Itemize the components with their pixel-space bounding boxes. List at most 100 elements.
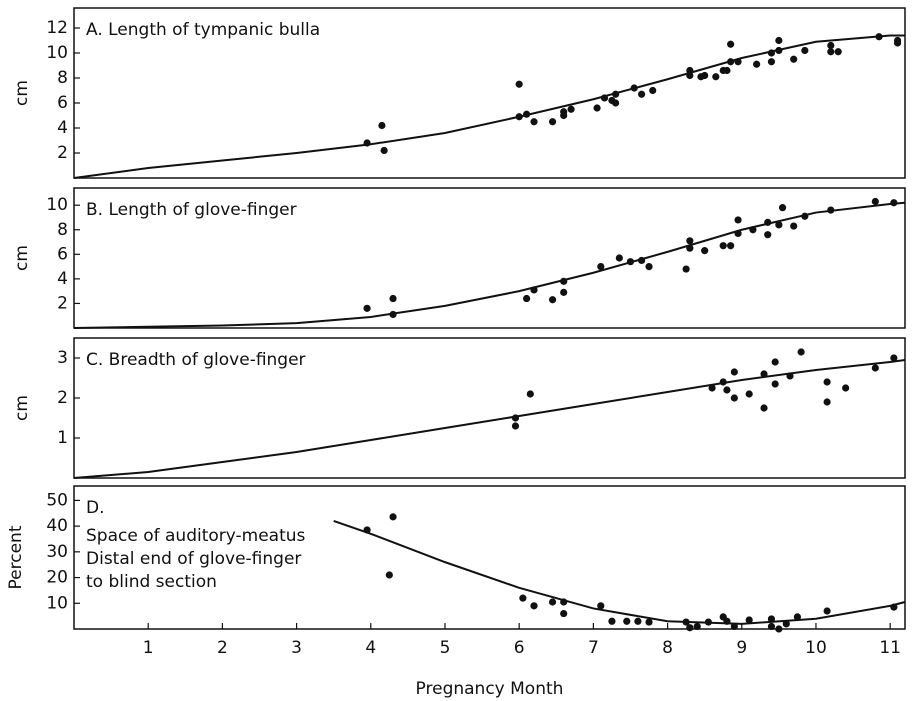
panel-title: C. Breadth of glove-finger xyxy=(86,350,306,370)
data-point xyxy=(389,295,396,302)
data-point xyxy=(516,81,523,88)
data-point xyxy=(616,254,623,261)
data-point xyxy=(694,623,701,630)
data-point xyxy=(823,607,830,614)
data-point xyxy=(764,231,771,238)
data-point xyxy=(723,67,730,74)
data-point xyxy=(798,348,805,355)
data-point xyxy=(560,289,567,296)
data-point xyxy=(612,99,619,106)
data-point xyxy=(723,386,730,393)
data-point xyxy=(772,380,779,387)
data-point xyxy=(686,624,693,631)
data-point xyxy=(686,237,693,244)
y-tick-label: 10 xyxy=(46,43,68,63)
x-tick-label: 2 xyxy=(217,638,228,658)
y-tick-label: 40 xyxy=(46,516,68,536)
y-tick-label: 10 xyxy=(46,195,68,215)
data-point xyxy=(381,147,388,154)
data-point xyxy=(712,73,719,80)
data-point xyxy=(386,571,393,578)
data-point xyxy=(593,104,600,111)
data-point xyxy=(623,618,630,625)
data-point xyxy=(519,595,526,602)
data-point xyxy=(775,37,782,44)
data-point xyxy=(683,265,690,272)
x-tick-label: 11 xyxy=(879,638,901,658)
fit-curve xyxy=(74,203,905,328)
x-tick-label: 5 xyxy=(440,638,451,658)
x-tick-label: 4 xyxy=(365,638,376,658)
data-point xyxy=(378,122,385,129)
data-point xyxy=(512,422,519,429)
data-point xyxy=(568,106,575,113)
annotation: Distal end of glove-finger xyxy=(86,549,301,569)
data-point xyxy=(790,56,797,63)
data-point xyxy=(634,618,641,625)
data-point xyxy=(527,390,534,397)
y-tick-label: 1 xyxy=(57,428,68,448)
data-point xyxy=(768,58,775,65)
data-point xyxy=(827,48,834,55)
y-tick-label: 2 xyxy=(57,143,68,163)
y-tick-label: 30 xyxy=(46,542,68,562)
data-point xyxy=(760,404,767,411)
y-tick-label: 6 xyxy=(57,244,68,264)
panel-title: B. Length of glove-finger xyxy=(86,200,297,220)
y-tick-label: 2 xyxy=(57,293,68,313)
data-point xyxy=(720,242,727,249)
x-tick-label: 9 xyxy=(736,638,747,658)
data-point xyxy=(823,398,830,405)
data-point xyxy=(753,61,760,68)
figure: 24681012cmA. Length of tympanic bulla246… xyxy=(0,0,918,701)
y-tick-label: 10 xyxy=(46,593,68,613)
data-point xyxy=(363,305,370,312)
data-point xyxy=(775,625,782,632)
y-tick-label: 12 xyxy=(46,18,68,38)
data-point xyxy=(560,112,567,119)
annotation: Space of auditory-meatus xyxy=(86,526,306,546)
data-point xyxy=(727,41,734,48)
data-point xyxy=(530,602,537,609)
data-point xyxy=(827,42,834,49)
y-axis-label: Percent xyxy=(6,525,26,589)
data-point xyxy=(823,378,830,385)
x-tick-label: 10 xyxy=(805,638,827,658)
panel-title: D. xyxy=(86,498,105,518)
y-tick-label: 4 xyxy=(57,118,68,138)
x-axis-label: Pregnancy Month xyxy=(416,679,564,699)
y-tick-label: 50 xyxy=(46,490,68,510)
y-axis-label: cm xyxy=(12,80,32,106)
x-tick-label: 1 xyxy=(143,638,154,658)
data-point xyxy=(872,198,879,205)
data-point xyxy=(645,263,652,270)
x-tick-label: 6 xyxy=(514,638,525,658)
data-point xyxy=(549,118,556,125)
data-point xyxy=(389,513,396,520)
x-tick-label: 7 xyxy=(588,638,599,658)
data-point xyxy=(894,37,901,44)
y-tick-label: 6 xyxy=(57,93,68,113)
fit-curve xyxy=(74,36,905,179)
data-point xyxy=(530,118,537,125)
panel-title: A. Length of tympanic bulla xyxy=(86,20,320,40)
y-axis-label: cm xyxy=(12,245,32,271)
data-point xyxy=(779,204,786,211)
data-point xyxy=(638,91,645,98)
data-point xyxy=(801,47,808,54)
data-point xyxy=(731,394,738,401)
data-point xyxy=(560,610,567,617)
data-point xyxy=(645,618,652,625)
fit-curve xyxy=(74,360,905,478)
fit-curve xyxy=(334,521,905,624)
data-point xyxy=(727,242,734,249)
y-axis-label: cm xyxy=(12,395,32,421)
data-point xyxy=(701,72,708,79)
y-tick-label: 20 xyxy=(46,568,68,588)
data-point xyxy=(608,618,615,625)
data-point xyxy=(768,623,775,630)
data-point xyxy=(523,295,530,302)
x-tick-label: 8 xyxy=(662,638,673,658)
data-point xyxy=(734,216,741,223)
data-point xyxy=(549,598,556,605)
